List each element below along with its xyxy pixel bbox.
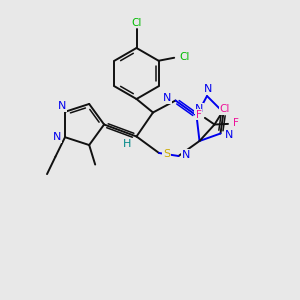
Text: S: S (163, 149, 170, 160)
Text: F: F (232, 118, 238, 128)
Text: N: N (58, 101, 66, 111)
Text: Cl: Cl (131, 17, 142, 28)
Text: N: N (195, 104, 203, 114)
Text: N: N (182, 149, 190, 160)
Text: N: N (225, 130, 233, 140)
Text: Cl: Cl (220, 104, 230, 115)
Text: F: F (196, 110, 202, 120)
Text: H: H (123, 139, 131, 149)
Text: Cl: Cl (180, 52, 190, 62)
Text: N: N (204, 83, 213, 94)
Text: N: N (163, 93, 171, 103)
Text: N: N (53, 132, 62, 142)
